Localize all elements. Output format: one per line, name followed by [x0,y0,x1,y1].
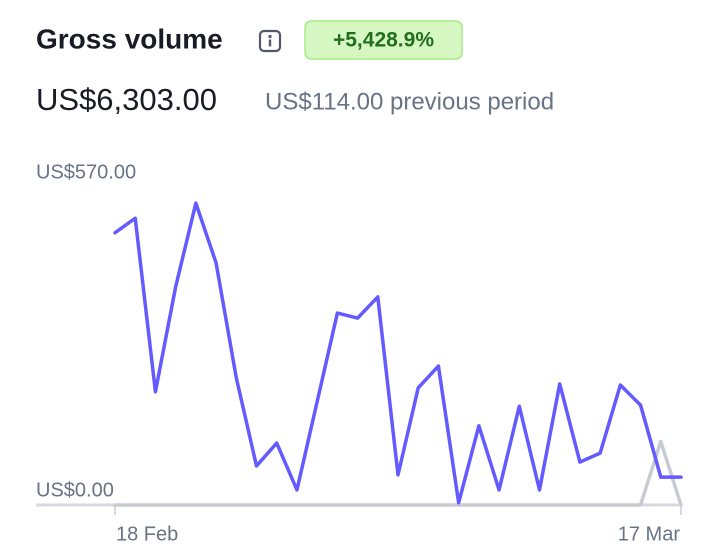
y-tick-label: US$0.00 [36,479,114,501]
y-tick-label: US$570.00 [36,161,136,183]
x-tick-label: 17 Mar [618,523,681,545]
chart-title: Gross volume [36,23,223,54]
total-value: US$6,303.00 [36,82,217,117]
change-badge: +5,428.9% [333,29,434,52]
info-icon[interactable] [258,29,282,53]
x-tick-label: 18 Feb [116,523,178,545]
series-line [113,201,683,505]
series-line [113,439,683,507]
comparison-text: US$114.00 previous period [265,88,554,115]
badge-background [304,20,463,60]
